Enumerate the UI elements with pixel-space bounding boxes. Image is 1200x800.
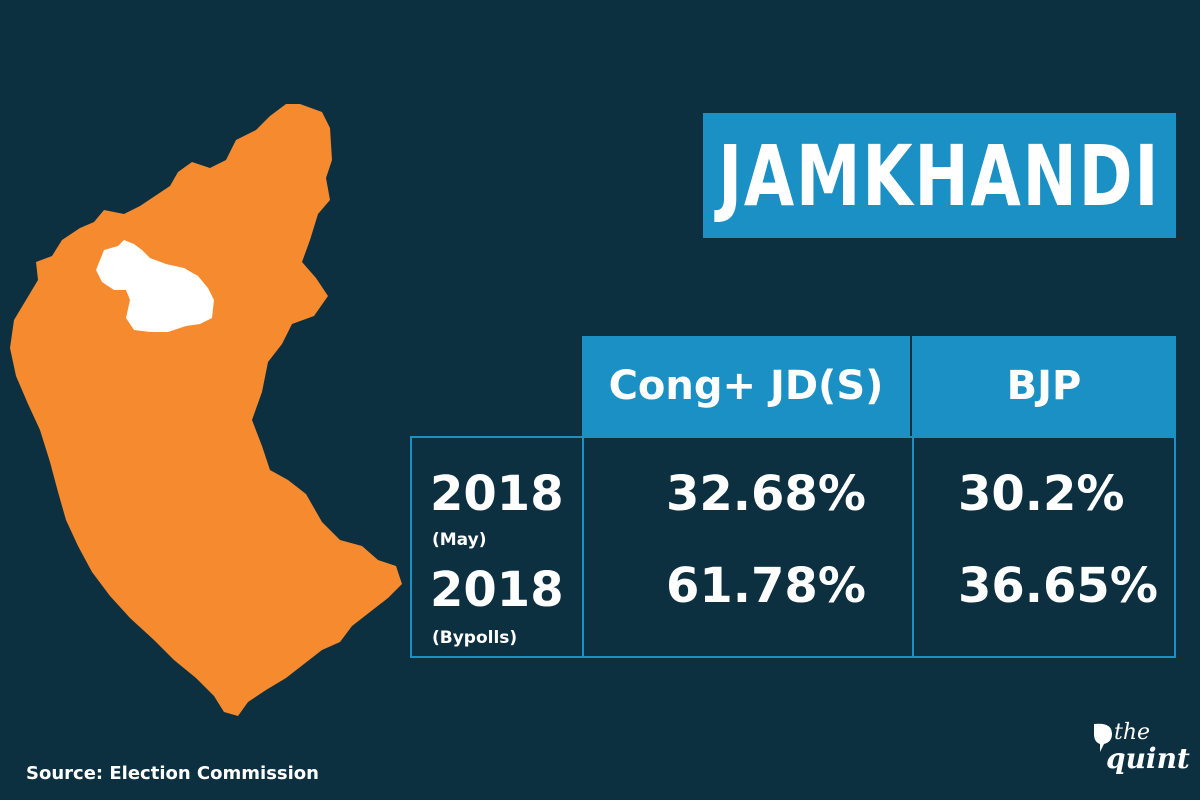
header-bjp: BJP (912, 336, 1176, 436)
header-cong-jds: Cong+ JD(S) (582, 336, 910, 436)
page-title: JAMKHANDI (718, 126, 1161, 225)
row-sublabel: (May) (432, 530, 487, 550)
row-year: 2018 (430, 562, 564, 618)
value-cell: 61.78% (666, 558, 866, 614)
value-cell: 36.65% (958, 558, 1158, 614)
logo-quint-text: quint (1106, 742, 1190, 775)
row-year: 2018 (430, 466, 564, 522)
the-quint-logo: the quint (1092, 718, 1190, 778)
value-cell: 32.68% (666, 466, 866, 522)
source-note: Source: Election Commission (26, 763, 319, 784)
karnataka-state-shape (10, 104, 402, 716)
row-sublabel: (Bypolls) (432, 628, 518, 648)
logo-the-text: the (1114, 720, 1151, 745)
speech-bubble-icon (1094, 723, 1112, 752)
jamkhandi-highlight (96, 240, 214, 332)
value-cell: 30.2% (958, 466, 1125, 522)
table-divider (582, 438, 584, 656)
table-divider (912, 438, 914, 656)
karnataka-map (10, 104, 402, 716)
title-banner: JAMKHANDI (703, 113, 1176, 238)
results-table (410, 436, 1176, 658)
